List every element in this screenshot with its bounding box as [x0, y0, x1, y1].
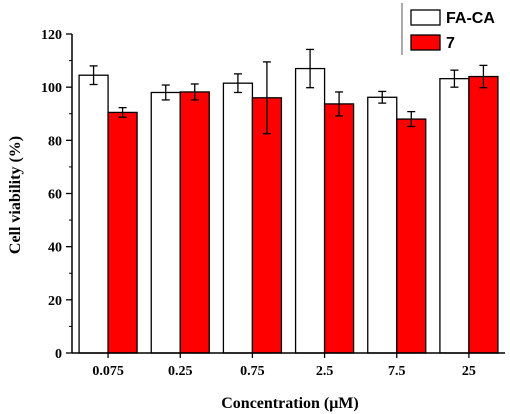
- y-tick-label: 100: [41, 81, 62, 96]
- x-axis-title: Concentration (μM): [221, 395, 358, 412]
- x-tick-label: 2.5: [316, 364, 334, 379]
- x-tick-label: 0.075: [92, 364, 124, 379]
- y-tick-label: 60: [48, 188, 62, 203]
- bar: [367, 96, 398, 354]
- x-tick-label: 25: [462, 364, 476, 379]
- bar: [251, 97, 283, 354]
- bar: [294, 67, 326, 354]
- x-tick-label: 0.25: [168, 364, 193, 379]
- bar: [323, 103, 355, 354]
- x-tick-label: 7.5: [388, 364, 406, 379]
- bar: [107, 111, 138, 354]
- y-tick-label: 0: [55, 347, 62, 362]
- legend-swatch: [410, 34, 441, 51]
- axes-layer: 0.075 0.25 0.75 2.5 7.5 25 0 20 40 60 80 100 120: [41, 28, 505, 379]
- bar: [468, 75, 499, 354]
- x-tick-label: 0.75: [240, 364, 265, 379]
- bar: [78, 74, 109, 354]
- error-bars-layer: [89, 48, 488, 135]
- legend-label: FA-CA: [446, 10, 495, 27]
- legend-swatch: [410, 9, 441, 26]
- y-tick-label: 80: [48, 134, 62, 149]
- bar: [396, 118, 427, 354]
- bar: [222, 82, 254, 354]
- y-tick-label: 120: [41, 28, 62, 43]
- y-tick-label: 40: [48, 241, 62, 256]
- bars-layer: [78, 67, 499, 354]
- y-tick-label: 20: [48, 294, 62, 309]
- bar: [179, 91, 210, 354]
- bar: [439, 78, 470, 354]
- legend: FA-CA 7: [401, 3, 495, 55]
- bar: [150, 91, 181, 354]
- legend-label: 7: [446, 35, 455, 52]
- y-axis-title: Cell viability (%): [7, 136, 24, 254]
